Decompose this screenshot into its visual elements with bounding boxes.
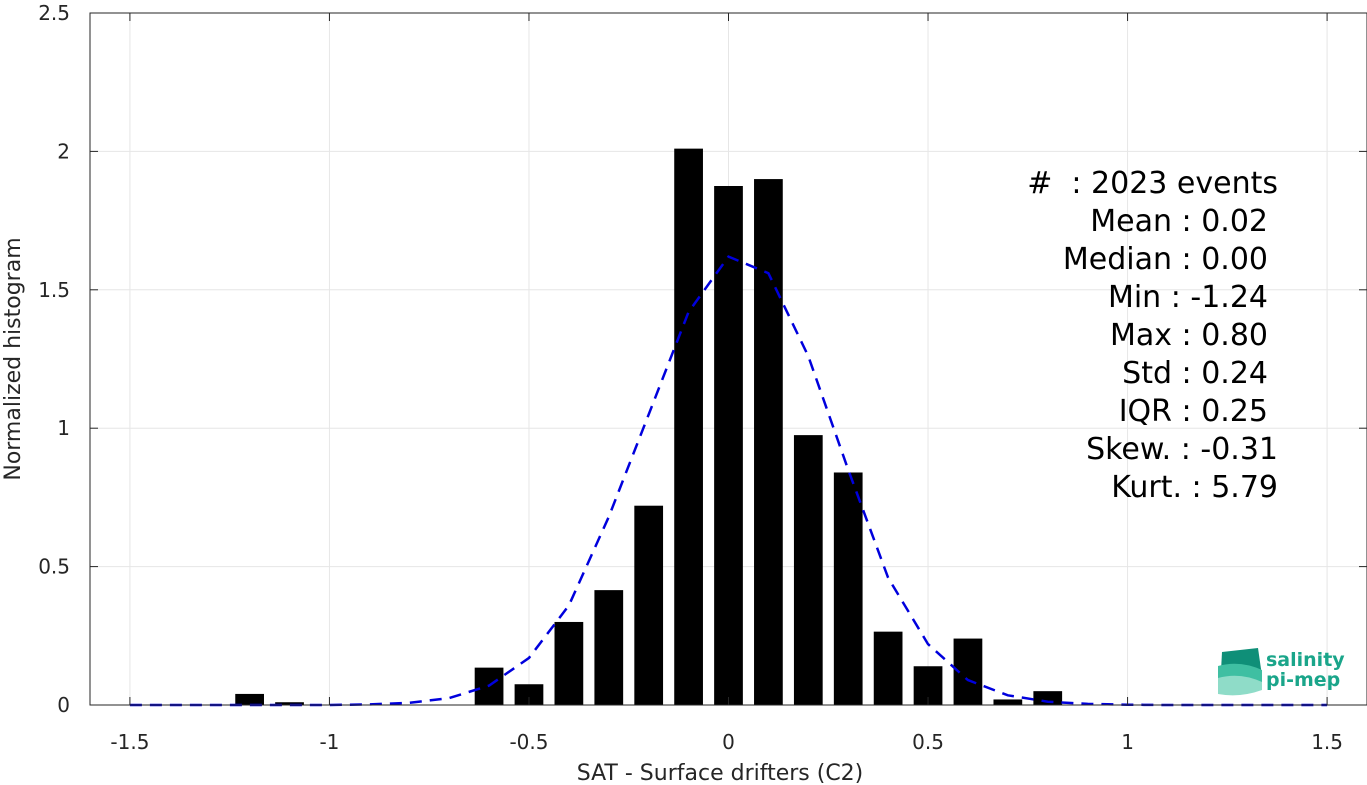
histogram-bar bbox=[833, 472, 863, 705]
stat-iqr: IQR : 0.25 bbox=[1119, 394, 1268, 429]
y-axis-ticks: 0 0.5 1 1.5 2 2.5 bbox=[38, 1, 1367, 717]
histogram-bar bbox=[873, 631, 903, 705]
histogram-bar bbox=[275, 702, 304, 705]
histogram-bar bbox=[514, 684, 544, 705]
histogram-bar bbox=[554, 621, 584, 705]
logo-line2: pi-mep bbox=[1266, 669, 1340, 691]
histogram-bar bbox=[793, 435, 823, 705]
y-tick-label: 1.5 bbox=[38, 278, 70, 302]
histogram-bar bbox=[674, 148, 703, 705]
stat-max: Max : 0.80 bbox=[1110, 318, 1268, 353]
y-axis-label: Normalized histogram bbox=[1, 237, 26, 480]
histogram-bar bbox=[1033, 691, 1063, 705]
y-tick-label: 1 bbox=[57, 416, 70, 440]
x-tick-label: 0.5 bbox=[912, 730, 944, 754]
x-axis-ticks: -1.5 -1 -0.5 0 0.5 1 1.5 bbox=[110, 13, 1343, 754]
y-tick-label: 0.5 bbox=[38, 555, 70, 579]
stat-kurt: Kurt. : 5.79 bbox=[1111, 470, 1278, 505]
histogram-bar bbox=[714, 186, 743, 705]
y-tick-label: 0 bbox=[57, 693, 70, 717]
histogram-bar bbox=[754, 179, 783, 705]
y-tick-label: 2 bbox=[57, 139, 70, 163]
histogram-bar bbox=[235, 693, 264, 705]
stat-skew: Skew. : -0.31 bbox=[1086, 432, 1278, 467]
x-axis-label: SAT - Surface drifters (C2) bbox=[577, 761, 864, 785]
stat-events: # : 2023 events bbox=[1027, 166, 1278, 201]
histogram-bar bbox=[993, 699, 1023, 705]
histogram-bars bbox=[235, 148, 1063, 705]
stats-box: # : 2023 events Mean : 0.02 Median : 0.0… bbox=[1027, 166, 1278, 505]
x-tick-label: -1.5 bbox=[110, 730, 149, 754]
wave-logo-icon bbox=[1218, 648, 1262, 696]
logo-line1: salinity bbox=[1266, 649, 1345, 671]
stat-median: Median : 0.00 bbox=[1063, 242, 1268, 277]
salinity-pimep-logo: salinity pi-mep bbox=[1218, 648, 1345, 696]
x-tick-label: 1 bbox=[1121, 730, 1134, 754]
y-tick-label: 2.5 bbox=[38, 1, 70, 25]
x-tick-label: -0.5 bbox=[509, 730, 548, 754]
histogram-bar bbox=[594, 590, 624, 705]
stat-mean: Mean : 0.02 bbox=[1090, 204, 1268, 239]
histogram-bar bbox=[634, 505, 664, 705]
x-tick-label: 0 bbox=[722, 730, 735, 754]
stat-std: Std : 0.24 bbox=[1122, 356, 1268, 391]
x-tick-label: 1.5 bbox=[1311, 730, 1343, 754]
stat-min: Min : -1.24 bbox=[1108, 280, 1268, 315]
x-tick-label: -1 bbox=[319, 730, 339, 754]
